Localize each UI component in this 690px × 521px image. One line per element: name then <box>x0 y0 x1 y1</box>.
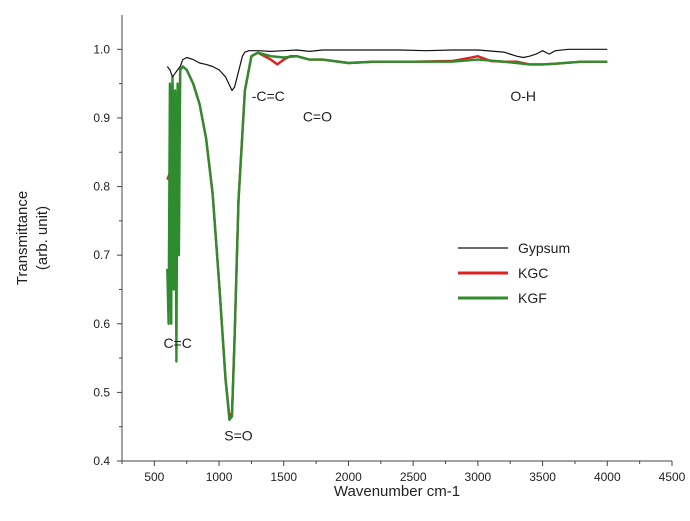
plot-axes <box>121 15 672 462</box>
x-tick-label: 3000 <box>465 470 492 484</box>
x-tick-label: 500 <box>144 470 164 484</box>
x-tick-label: 2000 <box>335 470 362 484</box>
series-line-gypsum <box>166 48 608 92</box>
x-tick-label: 4500 <box>659 470 686 484</box>
y-tick-label: 0.5 <box>93 385 110 399</box>
y-tick-label: 0.6 <box>93 317 110 331</box>
x-ticks: 500 1000 1500 2000 2500 3000 3500 4000 4500 <box>121 461 686 484</box>
x-tick-label: 1500 <box>270 470 297 484</box>
peak-annotation: O-H <box>510 88 536 104</box>
x-axis-title: Wavenumber cm-1 <box>334 483 460 500</box>
legend-label-kgc: KGC <box>518 265 548 281</box>
y-tick-label: 0.8 <box>93 180 110 194</box>
legend-label-kgf: KGF <box>518 290 547 306</box>
y-ticks: 0.4 0.5 0.6 0.7 0.8 0.9 1.0 <box>93 42 122 468</box>
peak-annotation: S=O <box>224 427 253 443</box>
y-tick-label: 1.0 <box>93 42 110 56</box>
x-tick-label: 1000 <box>206 470 233 484</box>
series-line-kgf <box>166 51 608 421</box>
x-tick-label: 2500 <box>400 470 427 484</box>
x-tick-label: 3500 <box>529 470 556 484</box>
y-tick-label: 0.7 <box>93 248 110 262</box>
y-tick-label: 0.9 <box>93 111 110 125</box>
y-tick-label: 0.4 <box>93 454 110 468</box>
y-axis-title: Transmittance <box>14 191 31 285</box>
legend: Gypsum KGC KGF <box>458 240 570 306</box>
legend-label-gypsum: Gypsum <box>518 240 570 256</box>
annotations: -C=C C=O O-H C=C S=O <box>163 88 536 444</box>
y-axis-title-unit: (arb. unit) <box>34 206 51 270</box>
peak-annotation: C=O <box>303 108 332 124</box>
x-tick-label: 4000 <box>594 470 621 484</box>
peak-annotation: C=C <box>163 335 191 351</box>
series-layer <box>166 48 608 421</box>
peak-annotation: -C=C <box>252 88 285 104</box>
